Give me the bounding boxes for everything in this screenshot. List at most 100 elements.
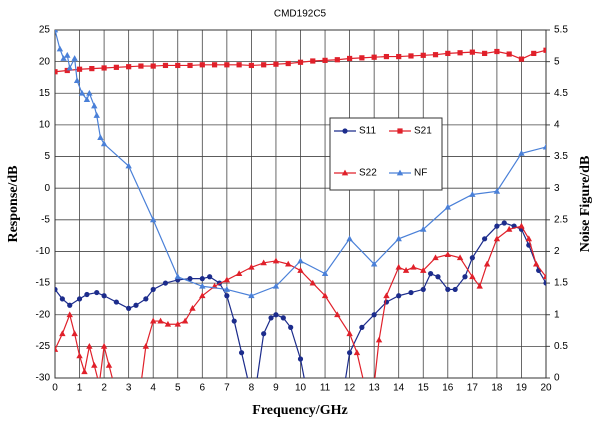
marker [261,331,267,337]
y2-tick-label: 1.5 [554,278,568,289]
marker [162,280,169,286]
marker [157,317,164,324]
marker [93,112,100,118]
marker [126,64,132,70]
legend-label: S22 [359,168,377,179]
marker [428,271,434,277]
marker [285,260,292,267]
y2-tick-label: 1 [554,309,560,320]
marker [175,62,181,69]
marker [150,317,157,324]
marker [322,57,328,63]
marker [199,62,205,68]
marker [347,350,353,356]
x-tick-label: 12 [344,383,356,394]
x-tick-label: 20 [540,383,552,394]
marker [288,324,294,330]
marker [396,53,402,60]
x-tick-label: 19 [516,383,528,394]
marker [456,254,464,261]
marker [59,330,66,337]
legend-label: S21 [414,126,432,137]
y-tick-label: 25 [39,25,51,36]
marker [383,53,390,60]
y2-tick-label: 4 [554,120,560,131]
marker [223,276,231,283]
marker [231,318,237,324]
y-tick-label: -30 [36,373,51,384]
marker [297,356,304,362]
marker [199,276,205,282]
y-tick-label: 5 [44,151,50,162]
legend-label: S11 [359,126,376,137]
marker [543,47,546,53]
marker [483,260,491,267]
marker [469,49,475,55]
marker [81,368,88,375]
y-tick-label: 10 [39,120,51,131]
marker [542,143,546,150]
marker [97,134,104,140]
marker [236,62,242,68]
marker [408,53,414,59]
marker [342,128,348,134]
marker [76,296,83,302]
y2-tick-label: 2.5 [554,214,568,225]
series-line [55,30,546,297]
marker [133,302,139,308]
marker [89,65,95,72]
marker [91,102,98,109]
marker [142,342,150,349]
marker [532,260,540,267]
marker [113,64,119,70]
y-tick-label: 20 [39,56,51,67]
marker [396,293,402,299]
marker [371,312,377,318]
marker [101,65,107,71]
marker [346,235,353,242]
marker [525,235,533,242]
marker [248,263,255,270]
legend-label: NF [414,168,427,179]
marker [162,62,169,69]
marker [505,225,513,232]
marker [375,336,383,343]
x-tick-label: 14 [393,383,405,394]
marker [297,257,304,264]
marker [150,63,156,69]
y2-tick-label: 3 [554,183,560,194]
marker [518,56,525,62]
x-tick-label: 5 [175,383,181,394]
marker [321,292,329,299]
x-tick-label: 0 [52,383,58,394]
x-tick-label: 18 [491,383,503,394]
marker [297,267,304,273]
marker [347,55,353,62]
marker [235,270,243,276]
marker [359,55,365,61]
marker [150,286,156,293]
marker [59,296,65,302]
x-tick-label: 7 [224,383,230,394]
marker [94,289,100,296]
marker [143,296,149,302]
marker [494,223,500,229]
marker [84,291,90,298]
marker [113,299,119,305]
marker [60,55,67,61]
marker [346,330,353,337]
marker [341,169,349,176]
y-tick-label: 0 [44,183,50,194]
y2-tick-label: 2 [554,246,560,257]
y-tick-label: -10 [36,246,51,257]
marker [420,286,426,293]
x-tick-label: 15 [418,383,430,394]
marker [494,48,500,55]
marker [100,342,108,349]
marker [73,77,81,84]
y2-tick-label: 5.5 [554,25,568,36]
marker [76,66,83,72]
marker [211,62,218,68]
marker [543,280,546,286]
